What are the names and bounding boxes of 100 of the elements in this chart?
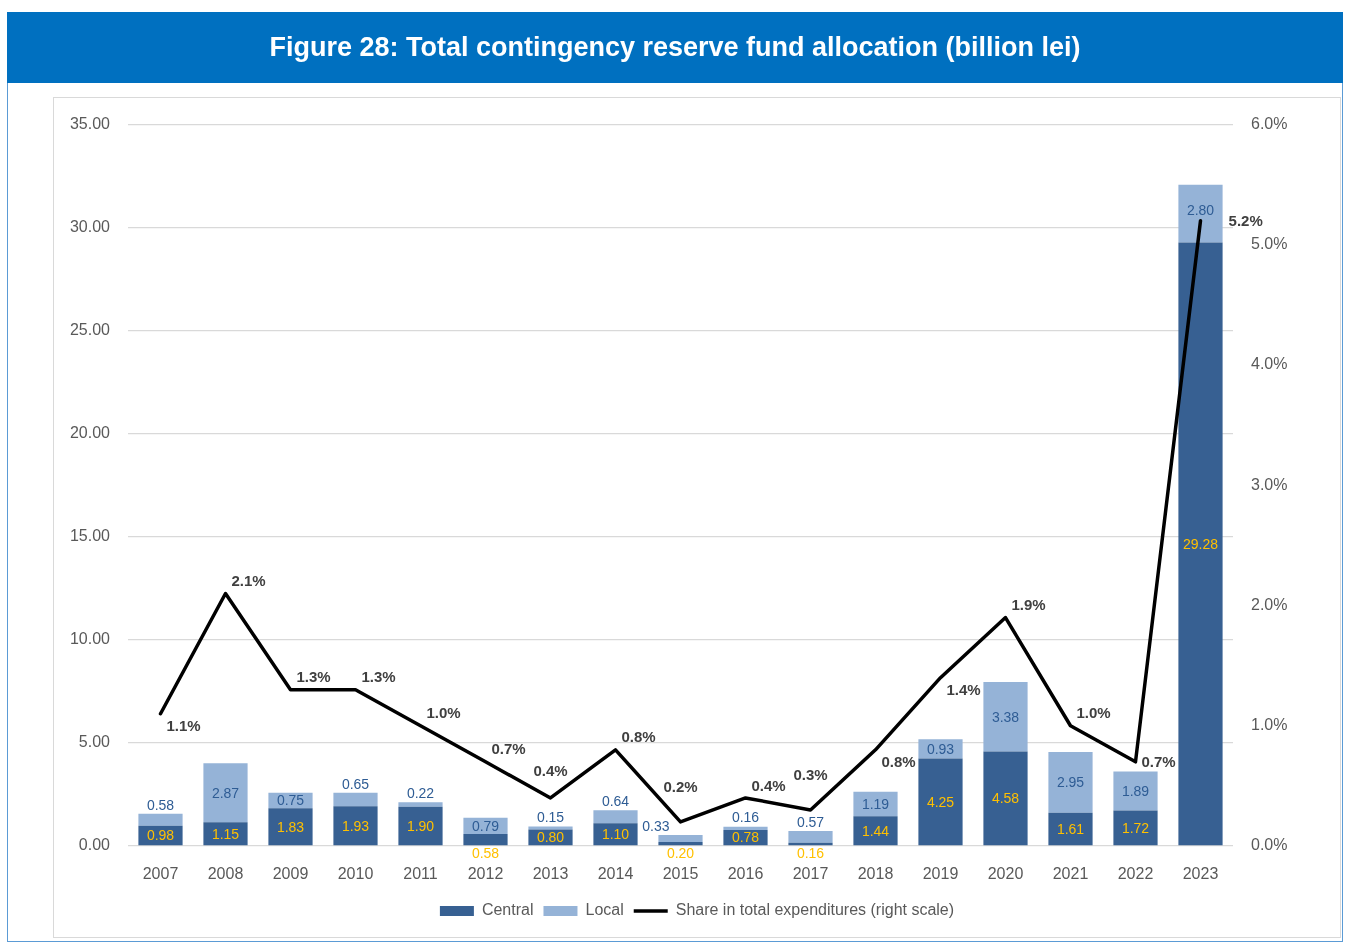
legend-label: Central (481, 901, 534, 919)
data-label: 0.16 (796, 845, 825, 862)
y2-tick-label: 6.0% (1251, 115, 1288, 133)
data-label: 1.4% (946, 681, 981, 699)
data-label: 2.80 (1186, 201, 1215, 218)
x-tick-label: 2022 (1117, 865, 1154, 883)
x-tick-label: 2009 (272, 865, 309, 883)
data-label: 0.3% (793, 766, 828, 784)
legend-label: Share in total expenditures (right scale) (675, 901, 955, 919)
y-tick-label: 15.00 (69, 527, 111, 545)
y-tick-label: 25.00 (69, 321, 111, 339)
data-label: 1.0% (1076, 704, 1111, 722)
y-tick-label: 35.00 (69, 115, 111, 133)
data-label: 0.58 (471, 845, 500, 862)
bar (658, 835, 703, 842)
data-label: 5.2% (1228, 211, 1263, 229)
data-label: 0.7% (491, 740, 526, 758)
bar (788, 830, 833, 843)
bar (398, 806, 443, 846)
data-label: 2.95 (1056, 774, 1085, 791)
data-label: 0.16 (731, 809, 760, 826)
data-label: 29.28 (1182, 535, 1219, 552)
bar (268, 808, 313, 846)
y2-tick-label: 5.0% (1251, 235, 1288, 253)
data-label: 0.79 (471, 817, 500, 834)
data-label: 0.4% (533, 762, 568, 780)
x-tick-label: 2018 (857, 865, 894, 883)
bar (203, 763, 248, 823)
data-label: 0.20 (666, 845, 695, 862)
x-tick-label: 2011 (403, 865, 438, 883)
x-tick-label: 2014 (597, 865, 634, 883)
x-tick-label: 2017 (792, 865, 829, 883)
chart-title: Figure 28: Total contingency reserve fund allocation (billion lei) (269, 32, 1081, 63)
data-label: 1.93 (341, 817, 370, 834)
data-label: 0.33 (642, 817, 670, 834)
x-tick-label: 2007 (142, 865, 179, 883)
x-tick-label: 2010 (337, 865, 374, 883)
bar (918, 758, 963, 846)
bar (333, 806, 378, 846)
bar (983, 751, 1028, 846)
x-tick-label: 2012 (467, 865, 504, 883)
legend-label: Local (585, 901, 624, 919)
data-label: 0.64 (601, 793, 630, 809)
data-label: 4.58 (991, 790, 1020, 807)
data-label: 0.57 (796, 813, 825, 830)
bar (1178, 184, 1223, 243)
bar (593, 810, 638, 824)
bar (138, 813, 183, 826)
data-label: 0.98 (146, 827, 175, 844)
data-label: 0.15 (536, 809, 565, 826)
y2-tick-label: 3.0% (1251, 475, 1288, 493)
data-label: 1.83 (276, 818, 305, 835)
y-tick-label: 5.00 (78, 733, 111, 751)
data-label: 0.2% (663, 778, 698, 796)
data-label: 1.3% (361, 668, 396, 686)
data-label: 0.78 (731, 829, 760, 846)
bar (203, 822, 248, 846)
bar (398, 802, 443, 807)
x-tick-label: 2013 (532, 865, 569, 883)
x-tick-label: 2020 (987, 865, 1024, 883)
data-label: 1.9% (1011, 596, 1046, 614)
y2-tick-label: 1.0% (1251, 716, 1288, 734)
data-label: 1.61 (1056, 820, 1085, 837)
bar (1048, 752, 1093, 813)
data-label: 0.75 (276, 792, 305, 809)
y-tick-label: 30.00 (69, 218, 111, 236)
data-label: 1.10 (601, 826, 630, 843)
data-label: 4.25 (926, 793, 955, 810)
data-label: 1.44 (861, 822, 890, 839)
bar (1178, 242, 1223, 846)
data-label: 1.3% (296, 668, 331, 686)
data-label: 1.15 (211, 825, 240, 842)
data-label: 1.72 (1121, 819, 1150, 836)
bar (723, 826, 768, 830)
bar (983, 681, 1028, 752)
x-tick-label: 2015 (662, 865, 699, 883)
data-label: 2.87 (211, 784, 240, 801)
y2-tick-label: 0.0% (1251, 836, 1288, 854)
data-label: 0.8% (881, 753, 916, 771)
bar (1113, 771, 1158, 811)
bar (853, 816, 898, 846)
bar (1113, 810, 1158, 846)
data-label: 0.58 (146, 796, 175, 813)
bar (333, 792, 378, 807)
bar (463, 834, 508, 846)
bar (528, 826, 573, 830)
y-tick-label: 10.00 (69, 630, 111, 648)
data-label: 1.89 (1121, 782, 1150, 799)
data-label: 0.4% (751, 776, 786, 794)
data-label: 0.93 (926, 740, 955, 757)
y-tick-label: 0.00 (78, 836, 111, 854)
data-label: 1.90 (406, 817, 435, 834)
data-label: 1.1% (166, 717, 201, 735)
x-tick-label: 2008 (207, 865, 244, 883)
data-label: 2.1% (231, 572, 266, 590)
bar (1048, 812, 1093, 846)
x-tick-label: 2023 (1182, 865, 1219, 883)
data-label: 3.38 (991, 708, 1020, 725)
data-label: 0.80 (536, 829, 565, 846)
data-label: 0.65 (341, 775, 370, 792)
